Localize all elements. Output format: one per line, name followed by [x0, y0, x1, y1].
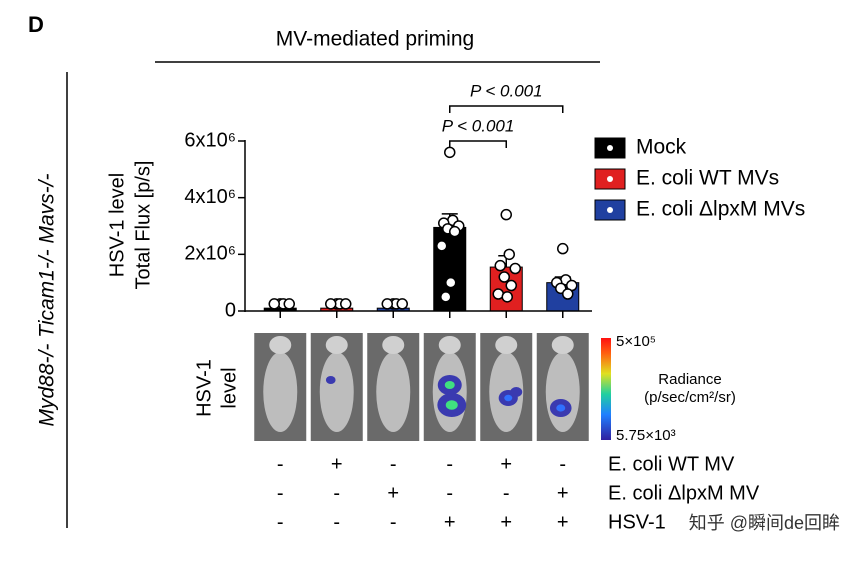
colorbar: [601, 338, 611, 440]
imaging-label: HSV-1: [193, 359, 215, 417]
y-tick-label: 4x10⁶: [184, 186, 236, 208]
treatment-sign: +: [557, 511, 569, 533]
legend-dot: [607, 176, 613, 182]
data-point: [503, 248, 515, 261]
treatment-sign: -: [446, 482, 453, 504]
data-point: [557, 242, 569, 255]
treatment-label: E. coli ΔlpxM MV: [608, 482, 760, 504]
treatment-sign: -: [446, 453, 453, 475]
data-point: [268, 298, 280, 310]
data-point: [445, 276, 457, 289]
treatment-sign: +: [444, 511, 456, 533]
y-axis-label: Total Flux [p/s]: [132, 161, 154, 290]
treatment-sign: -: [277, 453, 284, 475]
mouse-body: [376, 352, 411, 432]
colorbar-max: 5×10⁵: [616, 333, 656, 350]
signal-blob: [325, 376, 336, 384]
data-point: [501, 291, 513, 303]
mouse-head: [382, 336, 405, 354]
data-point: [436, 240, 448, 252]
data-point: [283, 298, 295, 310]
treatment-sign: -: [333, 482, 340, 504]
data-point: [562, 288, 574, 300]
data-point: [396, 298, 408, 310]
mouse-head: [269, 336, 292, 354]
treatment-sign: +: [500, 453, 512, 475]
treatment-sign: -: [390, 453, 397, 475]
data-point: [500, 208, 512, 221]
data-point: [440, 291, 452, 303]
treatment-sign: +: [500, 511, 512, 533]
colorbar-min: 5.75×10³: [616, 427, 676, 444]
signal-core: [556, 404, 566, 412]
treatment-sign: -: [503, 482, 510, 504]
mouse-body: [263, 352, 298, 432]
mouse-body: [545, 352, 580, 432]
treatment-label: HSV-1: [608, 511, 666, 533]
y-axis-label: HSV-1 level: [106, 173, 128, 278]
treatment-sign: -: [277, 482, 284, 504]
mouse-head: [495, 336, 518, 354]
treatment-sign: -: [559, 453, 566, 475]
treatment-sign: +: [557, 482, 569, 504]
mouse-head: [551, 336, 574, 354]
header: MV-mediated priming: [276, 28, 474, 51]
side-label: Myd88-/- Ticam1-/- Mavs-/-: [36, 173, 59, 426]
y-tick-label: 2x10⁶: [184, 243, 236, 265]
legend-label: Mock: [636, 136, 687, 159]
significance-label: P < 0.001: [442, 116, 515, 135]
colorbar-title: (p/sec/cm²/sr): [644, 389, 736, 406]
mouse-head: [325, 336, 348, 354]
data-point: [505, 279, 517, 292]
significance-bracket: [449, 105, 564, 113]
colorbar-title: Radiance: [658, 371, 721, 388]
treatment-sign: -: [333, 511, 340, 533]
signal-core: [504, 394, 513, 402]
data-point: [494, 259, 506, 272]
treatment-sign: +: [387, 482, 399, 504]
y-tick-label: 0: [225, 299, 236, 321]
significance-bracket: [449, 140, 507, 148]
mouse-body: [319, 352, 354, 432]
signal-core: [445, 400, 458, 410]
legend-label: E. coli ΔlpxM MVs: [636, 198, 805, 221]
legend-dot: [607, 207, 613, 213]
legend-dot: [607, 145, 613, 151]
data-point: [509, 262, 521, 275]
treatment-sign: -: [277, 511, 284, 533]
data-point: [325, 298, 337, 310]
mouse-head: [438, 336, 461, 354]
data-point: [381, 298, 393, 310]
significance-label: P < 0.001: [470, 81, 543, 100]
panel-label: D: [28, 12, 44, 37]
treatment-sign: +: [331, 453, 343, 475]
data-point: [498, 271, 510, 283]
data-point: [340, 298, 352, 310]
data-point: [444, 146, 456, 159]
treatment-sign: -: [390, 511, 397, 533]
imaging-label: level: [218, 367, 240, 408]
treatment-label: E. coli WT MV: [608, 453, 735, 475]
y-tick-label: 6x10⁶: [184, 129, 236, 151]
data-point: [449, 225, 461, 238]
legend-label: E. coli WT MVs: [636, 167, 779, 190]
watermark: 知乎 @瞬间de回眸: [689, 513, 840, 533]
signal-blob: [510, 387, 523, 397]
signal-core: [444, 381, 455, 389]
